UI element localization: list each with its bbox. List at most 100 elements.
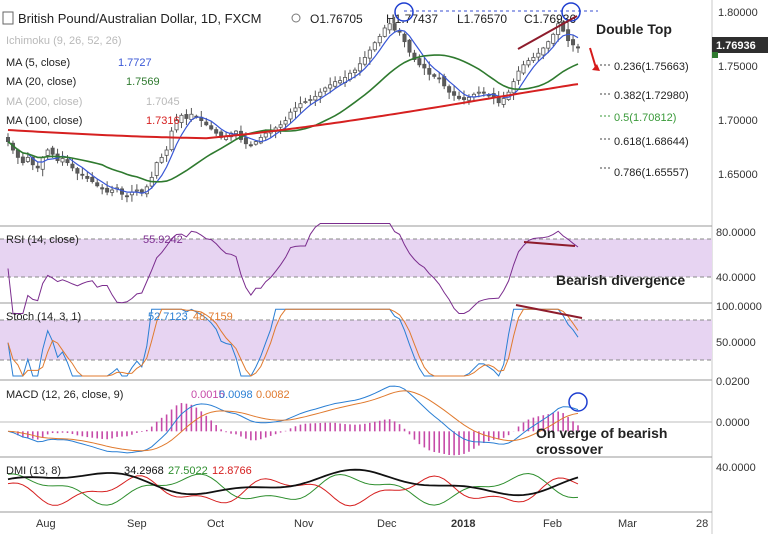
candle-down — [6, 137, 11, 143]
stoch-d-line — [7, 308, 579, 377]
chart-header: British Pound/Australian Dollar, 1D, FXC… — [2, 11, 576, 26]
candle-down — [407, 39, 412, 53]
price-axis-label-1800: 1.80000 — [718, 7, 758, 19]
candle-down — [496, 97, 501, 104]
time-label-28: 28 — [696, 518, 708, 530]
candle-down — [184, 114, 189, 119]
candle-up — [154, 162, 159, 176]
legend-stoch-k: 52.7123 — [148, 311, 188, 323]
candle-down — [100, 187, 105, 190]
main-indicator-legend: Ichimoku (9, 26, 52, 26) MA (5, close) 1… — [6, 35, 180, 127]
annotation-double-top: Double Top — [596, 21, 672, 37]
rsi-axis-40: 40.0000 — [716, 272, 756, 284]
indicator-lines-layer — [7, 29, 579, 194]
annotation-bearish-divergence: Bearish divergence — [556, 272, 685, 288]
candle-down — [561, 21, 566, 32]
legend-rsi[interactable]: RSI (14, close) — [6, 234, 79, 246]
candle-down — [75, 168, 80, 174]
candle-down — [412, 52, 417, 60]
candle-up — [357, 63, 362, 72]
candle-down — [30, 157, 35, 166]
time-label-dec: Dec — [377, 518, 397, 530]
price-axis-label-1650: 1.65000 — [718, 169, 758, 181]
candle-down — [50, 147, 55, 155]
candle-down — [461, 97, 466, 100]
price-badge-text: 1.76936 — [716, 40, 756, 52]
legend-stoch[interactable]: Stoch (14, 3, 1) — [6, 311, 81, 323]
legend-stoch-d: 48.7159 — [193, 311, 233, 323]
fib-label-0618: 0.618(1.68644) — [614, 136, 689, 148]
time-label-mar: Mar — [618, 518, 637, 530]
candle-up — [179, 114, 184, 123]
candle-up — [159, 156, 164, 163]
candle-up — [362, 57, 367, 65]
legend-ma100[interactable]: MA (100, close) — [6, 115, 82, 127]
candle-up — [313, 95, 318, 101]
double-top-circle-right — [561, 2, 581, 22]
legend-ma20[interactable]: MA (20, close) — [6, 76, 76, 88]
candle-down — [576, 46, 581, 49]
candle-up — [174, 120, 179, 131]
rsi-divergence-line — [523, 241, 576, 247]
candle-down — [427, 68, 432, 75]
candle-up — [536, 52, 541, 58]
legend-macd-hist: 0.0015 — [191, 389, 225, 401]
candle-up — [476, 91, 481, 94]
legend-ma200[interactable]: MA (200, close) — [6, 96, 82, 108]
legend-macd-line: 0.0098 — [219, 389, 253, 401]
dmi-plus-line — [7, 472, 579, 506]
stoch-divergence-line — [515, 304, 583, 319]
candle-up — [367, 49, 372, 59]
candle-up — [323, 87, 328, 92]
stoch-axis-100: 100.0000 — [716, 301, 762, 313]
legend-dmi-adx: 34.2968 — [124, 465, 164, 477]
candle-up — [526, 60, 531, 66]
candle-up — [288, 111, 293, 120]
legend-ichimoku[interactable]: Ichimoku (9, 26, 52, 26) — [6, 35, 122, 47]
candle-up — [382, 27, 387, 37]
candle-up — [521, 64, 526, 74]
legend-ma5[interactable]: MA (5, close) — [6, 57, 70, 69]
rsi-axis-80: 80.0000 — [716, 227, 756, 239]
fibonacci-levels: 0.236(1.75663) 0.382(1.72980) 0.5(1.7081… — [600, 61, 689, 179]
candle-up — [164, 149, 169, 156]
candle-up — [60, 158, 65, 163]
candle-down — [422, 63, 427, 69]
price-trendline — [517, 15, 578, 50]
candle-down — [457, 95, 462, 99]
macd-crossover-circle — [568, 392, 588, 412]
legend-ma20-value: 1.7569 — [126, 76, 160, 88]
legend-macd-signal: 0.0082 — [256, 389, 290, 401]
candle-up — [258, 137, 263, 144]
ohlc-low: L1.76570 — [457, 12, 507, 26]
candle-up — [45, 149, 50, 156]
time-label-nov: Nov — [294, 518, 314, 530]
stoch-axis-50: 50.0000 — [716, 337, 756, 349]
candle-down — [70, 163, 75, 169]
annotation-verge-line2: crossover — [536, 441, 603, 457]
visibility-eye-icon[interactable] — [291, 13, 301, 23]
candle-down — [124, 195, 129, 198]
candle-up — [333, 81, 338, 87]
legend-ma5-value: 1.7727 — [118, 57, 152, 69]
candle-down — [90, 176, 95, 182]
candle-down — [35, 165, 40, 169]
fib-label-0382: 0.382(1.72980) — [614, 90, 689, 102]
symbol-title: British Pound/Australian Dollar, 1D, FXC… — [18, 11, 261, 26]
ma20-axis-marker — [712, 52, 718, 58]
symbol-collapse-icon[interactable] — [2, 11, 14, 25]
price-axis-label-1700: 1.70000 — [718, 115, 758, 127]
candle-down — [20, 156, 25, 164]
candle-up — [40, 156, 45, 170]
candle-up — [338, 80, 343, 84]
candle-up — [511, 81, 516, 94]
price-axis-label-1750: 1.75000 — [718, 61, 758, 73]
subpanel-axes: 80.0000 40.0000 100.0000 50.0000 0.0200 … — [716, 227, 762, 474]
legend-dmi[interactable]: DMI (13, 8) — [6, 465, 61, 477]
candle-up — [556, 23, 561, 35]
candle-down — [481, 91, 486, 94]
double-top-circle-left — [394, 2, 414, 22]
price-axis: 1.80000 1.75000 1.70000 1.65000 1.76936 — [712, 7, 768, 181]
legend-macd[interactable]: MACD (12, 26, close, 9) — [6, 389, 123, 401]
